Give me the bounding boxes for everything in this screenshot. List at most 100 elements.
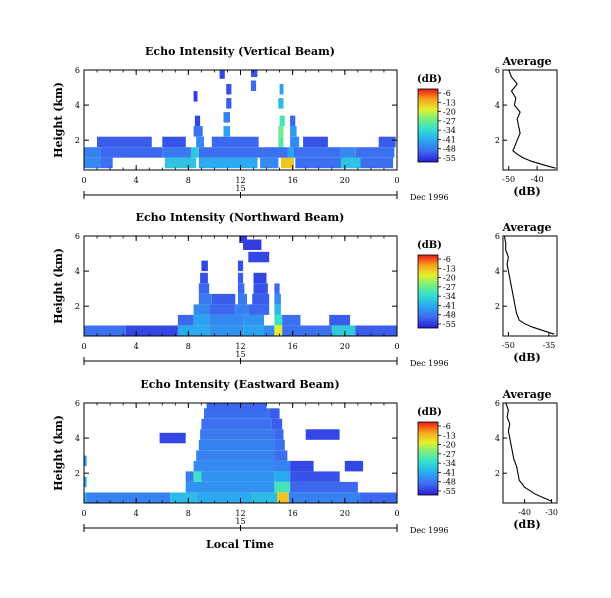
x-tick-label: 0 bbox=[394, 342, 399, 351]
heatmap-cell bbox=[290, 460, 314, 472]
heatmap-cell bbox=[355, 147, 395, 158]
heatmap-cells bbox=[84, 70, 396, 169]
x-tick-label: 16 bbox=[288, 342, 298, 351]
average-y-tick-label: 4 bbox=[495, 101, 500, 110]
colorbar-tick-label: -27 bbox=[443, 117, 456, 126]
heatmap-cell bbox=[201, 471, 275, 482]
average-y-tick-label: 2 bbox=[495, 302, 500, 311]
plot-axes: 0 4 8 12 16 20 0 2 4 6 bbox=[75, 66, 400, 185]
colorbar: (dB) -6-13-20-27-34-41-48-55 bbox=[417, 407, 456, 496]
date-label: Dec 1996 bbox=[410, 526, 449, 535]
heatmap-cell bbox=[274, 293, 281, 305]
average-profile: Average -40 -30 2 4 6 (dB) bbox=[495, 388, 558, 531]
heatmap-cell bbox=[101, 157, 113, 169]
y-tick-label: 2 bbox=[75, 136, 80, 145]
colorbar-tick-label: -48 bbox=[443, 478, 456, 487]
x-tick-label: 4 bbox=[134, 342, 139, 351]
y-tick-label: 2 bbox=[75, 469, 80, 478]
average-x-tick-label: -30 bbox=[545, 508, 558, 517]
date-tick-label: 15 bbox=[235, 184, 245, 193]
colorbar-tick-label: -41 bbox=[443, 301, 456, 310]
average-x-tick-label: -50 bbox=[502, 341, 515, 350]
heatmap-cell bbox=[274, 471, 290, 482]
heatmap-cell bbox=[177, 325, 210, 336]
heatmap-cell bbox=[250, 70, 258, 77]
colorbar-tick-label: -41 bbox=[443, 135, 456, 144]
panel-title: Echo Intensity (Vertical Beam) bbox=[145, 45, 335, 58]
colorbar-tick-label: -41 bbox=[443, 468, 456, 477]
date-tick-label: 15 bbox=[235, 350, 245, 359]
heatmap-cell bbox=[290, 126, 297, 137]
x-tick-label: 20 bbox=[340, 509, 350, 518]
heatmap-cell bbox=[198, 439, 275, 451]
average-frame bbox=[502, 402, 558, 504]
colorbar-tick-label: -55 bbox=[443, 487, 456, 496]
heatmap-cell bbox=[101, 147, 163, 158]
y-axis-label: Height (km) bbox=[52, 82, 65, 158]
heatmap-cell bbox=[294, 147, 341, 158]
x-tick-label: 20 bbox=[340, 176, 350, 185]
average-frame bbox=[502, 235, 558, 337]
heatmap-cell bbox=[84, 492, 87, 503]
date-axis: 15 Dec 1996 bbox=[83, 517, 449, 535]
date-axis: 15 Dec 1996 bbox=[83, 184, 449, 202]
heatmap-cell bbox=[177, 314, 194, 326]
average-y-tick-label: 4 bbox=[495, 267, 500, 276]
average-profile: Average -50 -35 2 4 6 (dB) bbox=[495, 221, 558, 364]
colorbar-tick-label: -34 bbox=[443, 292, 456, 301]
average-y-tick-label: 6 bbox=[495, 232, 500, 241]
heatmap-cell bbox=[250, 80, 257, 91]
heatmap-cell bbox=[235, 304, 249, 315]
date-tick-label: 15 bbox=[235, 517, 245, 526]
heatmap-cell bbox=[274, 314, 283, 326]
panel-vertical-beam: Echo Intensity (Vertical Beam) 0 4 8 12 16 20… bbox=[52, 45, 558, 202]
average-axes: -50 -35 2 4 6 bbox=[495, 232, 555, 350]
heatmap-cell bbox=[243, 314, 264, 326]
average-line bbox=[503, 235, 555, 335]
heatmap-cell bbox=[274, 481, 290, 493]
x-tick-label: 0 bbox=[81, 509, 86, 518]
heatmap-cell bbox=[290, 481, 358, 493]
colorbar-unit: (dB) bbox=[417, 407, 442, 418]
average-title: Average bbox=[501, 55, 551, 68]
x-tick-label: 0 bbox=[81, 176, 86, 185]
y-tick-label: 4 bbox=[75, 101, 80, 110]
x-tick-label: 0 bbox=[394, 176, 399, 185]
heatmap-cell bbox=[274, 450, 288, 461]
y-axis-label: Height (km) bbox=[52, 415, 65, 491]
heatmap-cell bbox=[190, 147, 199, 158]
heatmap-cell bbox=[198, 147, 288, 158]
heatmap-cell bbox=[278, 98, 284, 109]
heatmap-cell bbox=[288, 492, 361, 503]
y-axis-label: Height (km) bbox=[52, 248, 65, 324]
heatmap-cell bbox=[303, 136, 328, 148]
heatmap-cell bbox=[196, 136, 204, 148]
heatmap-cell bbox=[274, 460, 290, 472]
heatmap-cell bbox=[162, 136, 186, 148]
heatmap-cell bbox=[164, 157, 197, 169]
colorbar-ticks: -6-13-20-27-34-41-48-55 bbox=[438, 255, 456, 329]
y-tick-label: 4 bbox=[75, 434, 80, 443]
heatmap-cell bbox=[277, 492, 289, 503]
average-profile: Average -50 -40 2 4 6 (dB) bbox=[495, 55, 558, 198]
heatmap-cell bbox=[84, 455, 87, 467]
colorbar-tick-label: -13 bbox=[443, 98, 456, 107]
heatmap-cell bbox=[226, 98, 232, 109]
panel-northward-beam: Echo Intensity (Northward Beam) 0 4 8 12 16 2… bbox=[52, 211, 558, 368]
date-label: Dec 1996 bbox=[410, 193, 449, 202]
heatmap-cell bbox=[282, 314, 301, 326]
heatmap-cell bbox=[271, 418, 283, 430]
panel-title: Echo Intensity (Northward Beam) bbox=[136, 211, 345, 224]
heatmap-cell bbox=[329, 314, 351, 326]
heatmap-cell bbox=[84, 325, 126, 336]
colorbar-tick-label: -48 bbox=[443, 311, 456, 320]
average-axes: -40 -30 2 4 6 bbox=[495, 399, 558, 517]
colorbar-tick-label: -6 bbox=[443, 422, 451, 431]
heatmap-cell bbox=[278, 126, 284, 137]
heatmap-cell bbox=[331, 325, 356, 336]
heatmap-cell bbox=[198, 283, 210, 294]
panel-eastward-beam: Echo Intensity (Eastward Beam) 0 4 8 12 16 20… bbox=[52, 378, 558, 535]
x-axis-label: Local Time bbox=[206, 538, 274, 551]
colorbar-tick-label: -20 bbox=[443, 108, 456, 117]
